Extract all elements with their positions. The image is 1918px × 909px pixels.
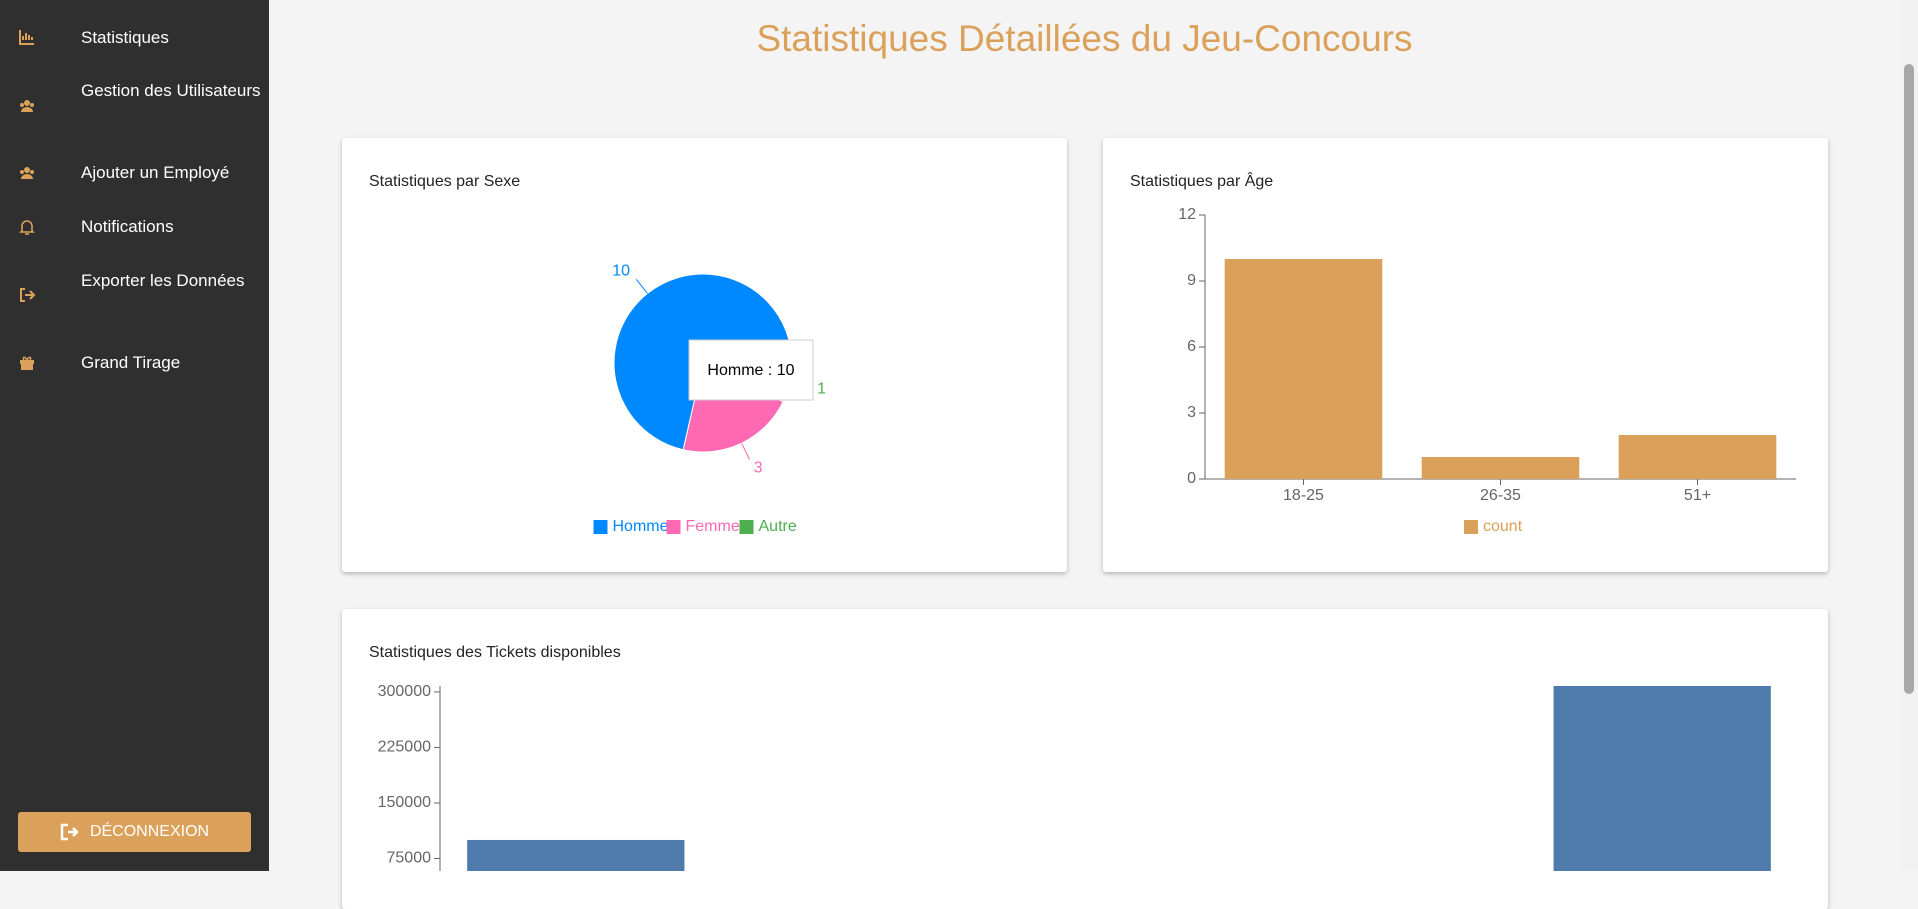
- bar: [1421, 457, 1580, 479]
- legend-label: Homme: [613, 518, 669, 535]
- menu-item[interactable]: Notifications: [81, 217, 174, 236]
- data-label: 10: [612, 263, 630, 280]
- chart-title: Statistiques des Tickets disponibles: [369, 644, 621, 661]
- bar: [1618, 435, 1777, 479]
- icon: [20, 356, 34, 370]
- legend-label: Autre: [759, 518, 797, 535]
- legend-swatch: [739, 520, 754, 534]
- sidebar: Statistiques Gestion des Utilisateurs Aj…: [0, 0, 269, 871]
- y-tick-label: 9: [1187, 272, 1196, 289]
- logout-button[interactable]: DÉCONNEXION: [18, 812, 251, 852]
- y-tick-label: 3: [1187, 404, 1196, 421]
- y-tick-label: 12: [1178, 206, 1196, 223]
- icon: [19, 220, 35, 235]
- bar: [1553, 686, 1771, 871]
- icon: [60, 823, 79, 841]
- scroll-thumb[interactable]: [1904, 64, 1914, 694]
- label-line: [635, 279, 648, 294]
- chart-title: Statistiques par Âge: [1130, 171, 1273, 190]
- y-tick-label: 6: [1187, 338, 1196, 355]
- y-tick-label: 150000: [378, 794, 431, 811]
- page-title: Statistiques Détaillées du Jeu-Concours: [756, 18, 1413, 59]
- card: [1103, 138, 1828, 572]
- bar: [1224, 259, 1383, 479]
- bar: [467, 839, 685, 871]
- y-tick-label: 75000: [387, 850, 432, 867]
- y-tick-label: 0: [1187, 470, 1196, 487]
- data-label: 1: [817, 380, 826, 397]
- menu-item[interactable]: Ajouter un Employé: [81, 163, 230, 182]
- legend-swatch: [1464, 520, 1478, 534]
- icon: [20, 100, 34, 112]
- y-tick-label: 225000: [378, 739, 431, 756]
- data-label: 3: [754, 460, 763, 477]
- scrollbar[interactable]: [1900, 0, 1918, 871]
- menu-item[interactable]: Grand Tirage: [81, 353, 181, 372]
- menu-item[interactable]: Gestion des Utilisateurs: [81, 81, 261, 100]
- charts: Statistiques par Sexe 10 3 1 Homme : 10 Homme…: [369, 171, 1796, 871]
- x-tick-label: 51+: [1684, 487, 1711, 504]
- x-tick-label: 26-35: [1480, 487, 1521, 504]
- chart-title: Statistiques par Sexe: [369, 173, 520, 190]
- legend-label: Femme: [686, 518, 740, 535]
- icon: [20, 288, 36, 302]
- menu-item[interactable]: Exporter les Données: [81, 271, 245, 290]
- tooltip: Homme : 10: [707, 362, 794, 379]
- legend-swatch: [593, 520, 608, 534]
- logout-label: DÉCONNEXION: [89, 823, 210, 840]
- legend-swatch: [666, 520, 681, 534]
- icon: [20, 167, 34, 179]
- x-tick-label: 18-25: [1283, 487, 1324, 504]
- icon: [19, 30, 34, 45]
- label-line: [741, 442, 750, 460]
- y-tick-label: 300000: [378, 683, 431, 700]
- tooltip-box: [688, 339, 814, 401]
- legend-label: count: [1483, 518, 1523, 535]
- menu-item[interactable]: Statistiques: [81, 28, 169, 47]
